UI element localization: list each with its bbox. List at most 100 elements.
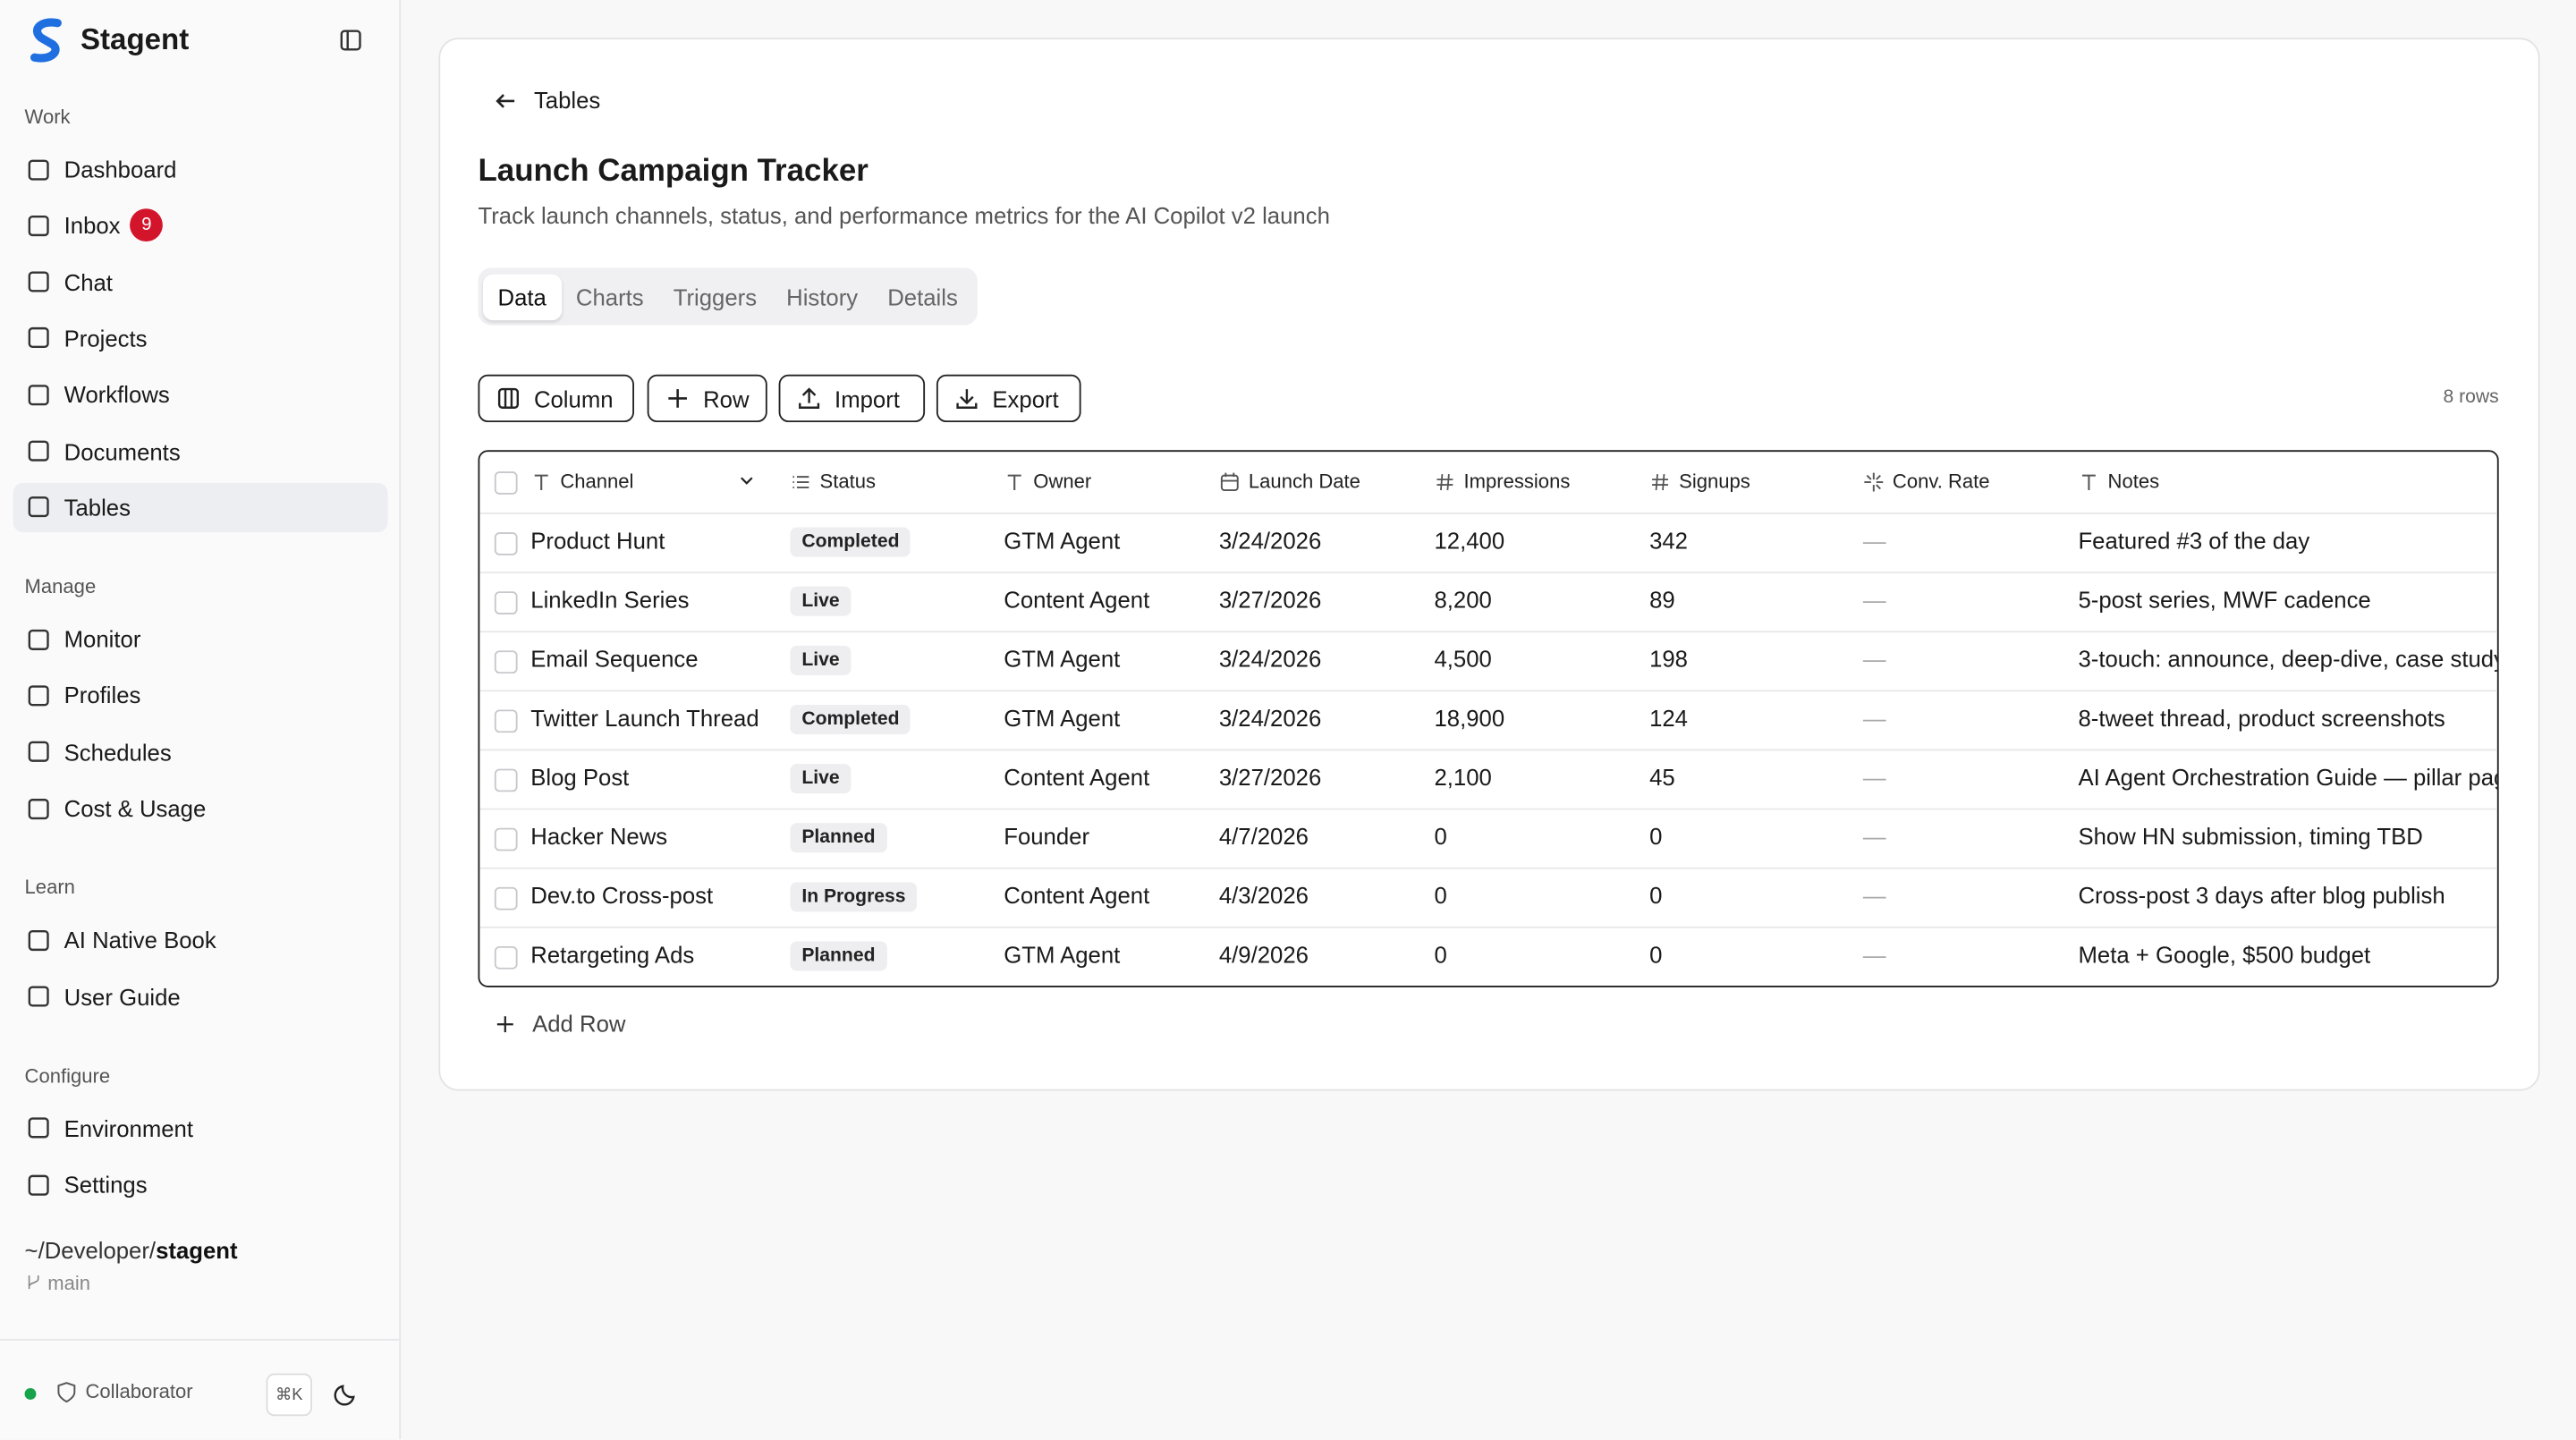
cell: GTM Agent (1004, 704, 1121, 732)
toolbar-button[interactable]: Import (778, 374, 926, 423)
nav-item[interactable]: Environment (13, 1104, 388, 1153)
cell: Product Hunt (530, 527, 665, 554)
role-label: Collaborator (85, 1379, 193, 1403)
nav-item[interactable]: Inbox 9 (13, 201, 388, 250)
nav-label: AI Native Book (64, 927, 216, 953)
cell: 3/27/2026 (1218, 586, 1322, 614)
cell: Blog Post (530, 764, 630, 791)
icon (668, 389, 687, 408)
icon (28, 327, 49, 349)
brand: Stagent (80, 22, 190, 56)
cell: 0 (1434, 882, 1447, 909)
row-divider (479, 690, 2497, 692)
row-divider (479, 512, 2497, 514)
cell: — (1862, 645, 1886, 673)
cell: Meta + Google, $500 budget (2078, 941, 2371, 968)
nav-item[interactable]: Cost & Usage (13, 784, 388, 833)
nav-item[interactable]: AI Native Book (13, 916, 388, 965)
status-badge: Live (790, 645, 852, 675)
toolbar-button[interactable]: Column (478, 374, 634, 423)
nav-label: Settings (64, 1171, 148, 1199)
icon (28, 1118, 49, 1139)
checkbox[interactable] (494, 532, 518, 555)
nav-label: User Guide (64, 983, 181, 1010)
row-divider (479, 631, 2497, 633)
checkbox[interactable] (494, 709, 518, 733)
tab[interactable]: Triggers (673, 283, 758, 310)
column-label: Signups (1679, 470, 1750, 494)
nav-label: Tables (64, 494, 131, 521)
icon (2081, 473, 2096, 490)
page-title: Launch Campaign Tracker (478, 154, 869, 190)
cell: 8,200 (1434, 586, 1492, 614)
cell: 0 (1649, 941, 1663, 968)
row-divider (479, 926, 2497, 928)
checkbox[interactable] (494, 827, 518, 851)
nav-item[interactable]: Projects (13, 314, 388, 363)
button-label: Row (703, 385, 750, 412)
checkbox[interactable] (494, 945, 518, 970)
nav-item[interactable]: Documents (13, 427, 388, 476)
role: Collaborator (55, 1379, 193, 1403)
icon (28, 741, 49, 763)
cell: GTM Agent (1004, 645, 1121, 673)
cell: GTM Agent (1004, 527, 1121, 554)
nav-item[interactable]: Profiles (13, 671, 388, 720)
nav-item[interactable]: Monitor (13, 614, 388, 664)
nav-label: Chat (64, 268, 113, 295)
status-cell: Planned (790, 821, 887, 853)
add-row[interactable]: Add Row (495, 1011, 625, 1037)
tab[interactable]: Data (483, 273, 562, 320)
row-divider (479, 867, 2497, 869)
button-label: Export (992, 385, 1059, 412)
cell: — (1862, 704, 1886, 732)
icon (334, 1385, 355, 1406)
shortcut[interactable]: ⌘K (266, 1373, 312, 1417)
tab[interactable]: History (786, 283, 859, 310)
tab[interactable]: Charts (575, 283, 644, 310)
theme-toggle[interactable] (334, 1382, 359, 1415)
tab[interactable]: Details (887, 283, 958, 310)
icon (28, 271, 49, 292)
section-title: Manage (24, 575, 97, 598)
row-divider (479, 749, 2497, 751)
cell: Founder (1004, 823, 1090, 850)
checkbox[interactable] (494, 650, 518, 674)
nav-item[interactable]: User Guide (13, 972, 388, 1021)
cell: 3/24/2026 (1218, 704, 1322, 732)
nav-item[interactable]: Dashboard (13, 145, 388, 194)
icon (1652, 473, 1668, 490)
column-menu[interactable] (736, 470, 758, 499)
checkbox[interactable] (494, 591, 518, 614)
cell: — (1862, 764, 1886, 791)
icon (792, 475, 809, 488)
nav-item[interactable]: Workflows (13, 370, 388, 419)
icon (799, 387, 820, 409)
cell: 0 (1649, 882, 1663, 909)
sidebar-toggle[interactable] (338, 28, 363, 61)
toolbar-button[interactable]: Row (647, 374, 767, 423)
column-header: Status (790, 470, 876, 493)
column-label: Owner (1033, 470, 1092, 494)
icon (28, 496, 49, 518)
icon (534, 473, 548, 490)
back-link[interactable]: Tables (493, 87, 600, 114)
icon (1007, 473, 1021, 490)
nav-item[interactable]: Tables (13, 482, 388, 532)
checkbox[interactable] (494, 886, 518, 911)
cell: 18,900 (1434, 704, 1505, 732)
status-cell: Completed (790, 526, 911, 557)
checkbox[interactable] (494, 768, 518, 792)
status-badge: Completed (790, 527, 911, 557)
cell: Retargeting Ads (530, 941, 695, 968)
nav-item[interactable]: Schedules (13, 727, 388, 776)
nav-item[interactable]: Chat (13, 258, 388, 307)
section-title: Learn (24, 876, 75, 900)
status-badge: Planned (790, 941, 887, 971)
toolbar-button[interactable]: Export (936, 374, 1081, 423)
branch: main (25, 1271, 90, 1293)
nav-item[interactable]: Settings (13, 1160, 388, 1209)
logo (28, 18, 64, 64)
workspace-path: ~/Developer/stagent (25, 1236, 238, 1262)
